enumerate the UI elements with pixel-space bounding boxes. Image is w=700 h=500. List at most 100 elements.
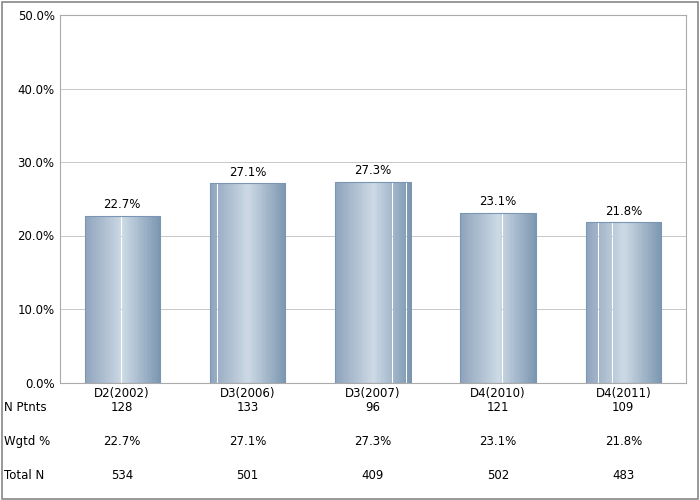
Bar [481,212,482,382]
Bar [470,212,472,382]
Bar [272,184,274,382]
Bar [284,184,285,382]
Bar [386,182,387,382]
Bar [506,212,507,382]
Bar [156,216,158,382]
Bar [614,222,615,382]
Bar [393,182,394,382]
Bar [110,216,111,382]
Bar [476,212,477,382]
Bar [262,184,263,382]
Bar [335,182,337,382]
Bar [594,222,595,382]
Bar [212,184,214,382]
Bar [210,184,211,382]
Bar [528,212,529,382]
Bar [389,182,390,382]
Bar [214,184,215,382]
Bar [623,222,624,382]
Bar [269,184,270,382]
Bar [591,222,592,382]
Bar [592,222,594,382]
Bar [239,184,240,382]
Text: 22.7%: 22.7% [104,435,141,448]
Bar [532,212,533,382]
Bar [265,184,266,382]
Bar [225,184,226,382]
Text: 501: 501 [237,469,258,482]
Bar [351,182,353,382]
Bar [461,212,462,382]
Bar [609,222,610,382]
Bar [233,184,234,382]
Bar [536,212,537,382]
Bar [252,184,253,382]
Bar [360,182,362,382]
Bar [94,216,95,382]
Bar [653,222,654,382]
Bar [498,212,500,382]
Bar [402,182,404,382]
Bar [371,182,372,382]
Bar [478,212,480,382]
Bar [504,212,505,382]
Bar [385,182,386,382]
Bar [395,182,396,382]
Bar [211,184,212,382]
Bar [518,212,519,382]
Text: N Ptnts: N Ptnts [4,401,46,414]
Bar [91,216,92,382]
Text: 483: 483 [612,469,634,482]
Bar [223,184,224,382]
Text: 121: 121 [486,401,510,414]
Bar [226,184,228,382]
Bar [343,182,344,382]
Bar [401,182,402,382]
Text: Wgtd %: Wgtd % [4,435,50,448]
Bar [629,222,630,382]
Bar [408,182,409,382]
Bar [349,182,351,382]
Bar [526,212,528,382]
Bar [368,182,370,382]
Bar [85,216,86,382]
Bar [467,212,468,382]
Bar [586,222,661,382]
Bar [606,222,608,382]
Bar [523,212,524,382]
Bar [224,184,225,382]
Text: 27.1%: 27.1% [229,435,266,448]
Bar [105,216,106,382]
Bar [108,216,110,382]
Bar [353,182,354,382]
Bar [404,182,405,382]
Bar [358,182,359,382]
Bar [279,184,280,382]
Bar [219,184,220,382]
Bar [276,184,277,382]
Bar [462,212,463,382]
Bar [490,212,491,382]
Bar [484,212,486,382]
Bar [261,184,262,382]
Bar [216,184,218,382]
Bar [482,212,484,382]
Bar [654,222,656,382]
Bar [377,182,379,382]
Bar [533,212,534,382]
Bar [370,182,371,382]
Bar [271,184,272,382]
Bar [466,212,467,382]
Bar [387,182,388,382]
Bar [257,184,258,382]
Bar [480,212,481,382]
Bar [340,182,342,382]
Bar [492,212,493,382]
Bar [611,222,612,382]
Bar [342,182,343,382]
Bar [391,182,393,382]
Bar [130,216,132,382]
Bar [648,222,650,382]
Bar [337,182,339,382]
Bar [409,182,410,382]
